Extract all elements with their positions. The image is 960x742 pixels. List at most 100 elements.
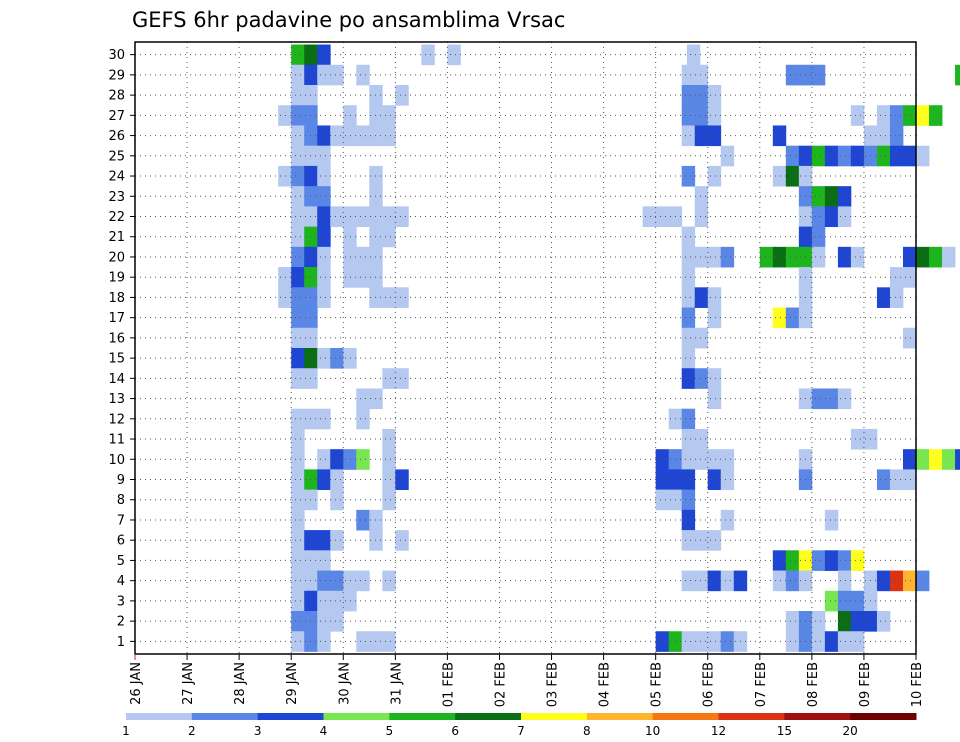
precip-cell [369,206,409,228]
precip-cell [369,84,383,106]
precip-cell [291,449,305,470]
precip-cell [317,206,331,228]
precip-cell [876,287,891,308]
y-tick-label: 10 [108,453,125,468]
y-tick-label: 24 [108,170,125,185]
precip-cell [824,631,839,652]
precip-cell [317,348,331,369]
precip-cell [707,469,722,491]
precip-cell [824,509,839,531]
y-tick-label: 16 [108,331,125,346]
precip-cell [681,327,696,349]
precip-cell [955,64,960,86]
precip-cell [707,105,722,126]
precip-cell [837,145,852,167]
precip-cell [707,570,722,592]
precip-cell [291,489,305,511]
precip-cell [681,469,696,491]
precip-cell [330,590,357,612]
precip-cell [707,388,722,410]
precip-cell [902,246,917,268]
precip-cell [785,550,800,571]
precip-cell [707,307,722,329]
precip-cell [785,165,800,187]
precip-cell [291,469,305,491]
precip-cell [681,246,722,268]
precip-cell [291,428,305,450]
precip-cell [356,64,370,86]
y-tick-label: 9 [117,473,125,488]
colorbar-swatch [455,713,522,720]
precip-cell [837,611,852,632]
precip-cell [343,267,383,288]
precip-cell [291,611,318,632]
precip-cell [876,145,891,167]
y-tick-label: 8 [117,493,125,508]
precip-cell [317,449,331,470]
precip-cell [681,368,696,389]
precip-cell [291,267,305,288]
precip-cell [382,449,396,470]
precip-cell [681,307,696,329]
precip-cell [837,590,865,612]
precip-cell [811,550,826,571]
precip-cell [876,125,891,147]
colorbar-swatch [323,713,390,720]
precip-cell [291,509,305,531]
precip-cell [447,44,461,66]
colorbar-label: 10 [645,724,660,738]
precip-cell [291,84,305,106]
precip-cell [343,348,357,369]
precip-cell [811,226,826,248]
precip-cell [291,246,305,268]
precip-cell [707,84,722,106]
precip-cell [278,165,292,187]
precip-cell [369,530,383,551]
precip-cell [785,307,800,329]
precip-cell [356,509,370,531]
precip-cell [291,368,318,389]
precip-cell [707,287,722,308]
precip-cell [343,570,370,592]
colorbar-swatch [521,713,588,720]
precip-cell [382,489,396,511]
precip-cell [889,570,904,592]
precip-cell [785,631,800,652]
precip-cell [824,186,839,207]
precip-cell [694,186,709,207]
colorbar-swatch [191,713,259,720]
precip-cell [304,408,331,430]
precip-cell [343,226,357,248]
y-tick-label: 11 [108,433,125,448]
colorbar-swatch [784,713,851,720]
precip-cell [889,145,917,167]
precip-cell [955,449,960,470]
precip-cell [681,165,696,187]
precip-cell [317,246,331,268]
precip-cell [369,105,396,126]
precip-cell [317,226,331,248]
x-tick-label: 01 FEB [441,662,456,707]
precip-cell [330,449,344,470]
precip-cell [837,246,852,268]
y-axis: 1234567891011121314151617181920212223242… [108,48,135,650]
precip-cell [317,44,331,66]
precip-cell [304,550,331,571]
y-tick-label: 26 [108,129,125,144]
precip-cell [317,145,331,167]
precip-cell [382,570,396,592]
precip-cell [681,489,696,511]
x-tick-label: 06 FEB [702,662,717,707]
precip-cell [916,145,930,167]
precip-cell [343,449,357,470]
precip-cell [694,327,709,349]
precip-cell [317,165,331,187]
precip-cell [811,186,826,207]
colorbar-label: 2 [188,724,196,738]
precip-cell [785,570,800,592]
precip-cell [850,631,865,652]
precip-cell [916,105,930,126]
precip-cell [720,246,735,268]
precip-cell [811,206,826,228]
precip-cell [889,105,904,126]
